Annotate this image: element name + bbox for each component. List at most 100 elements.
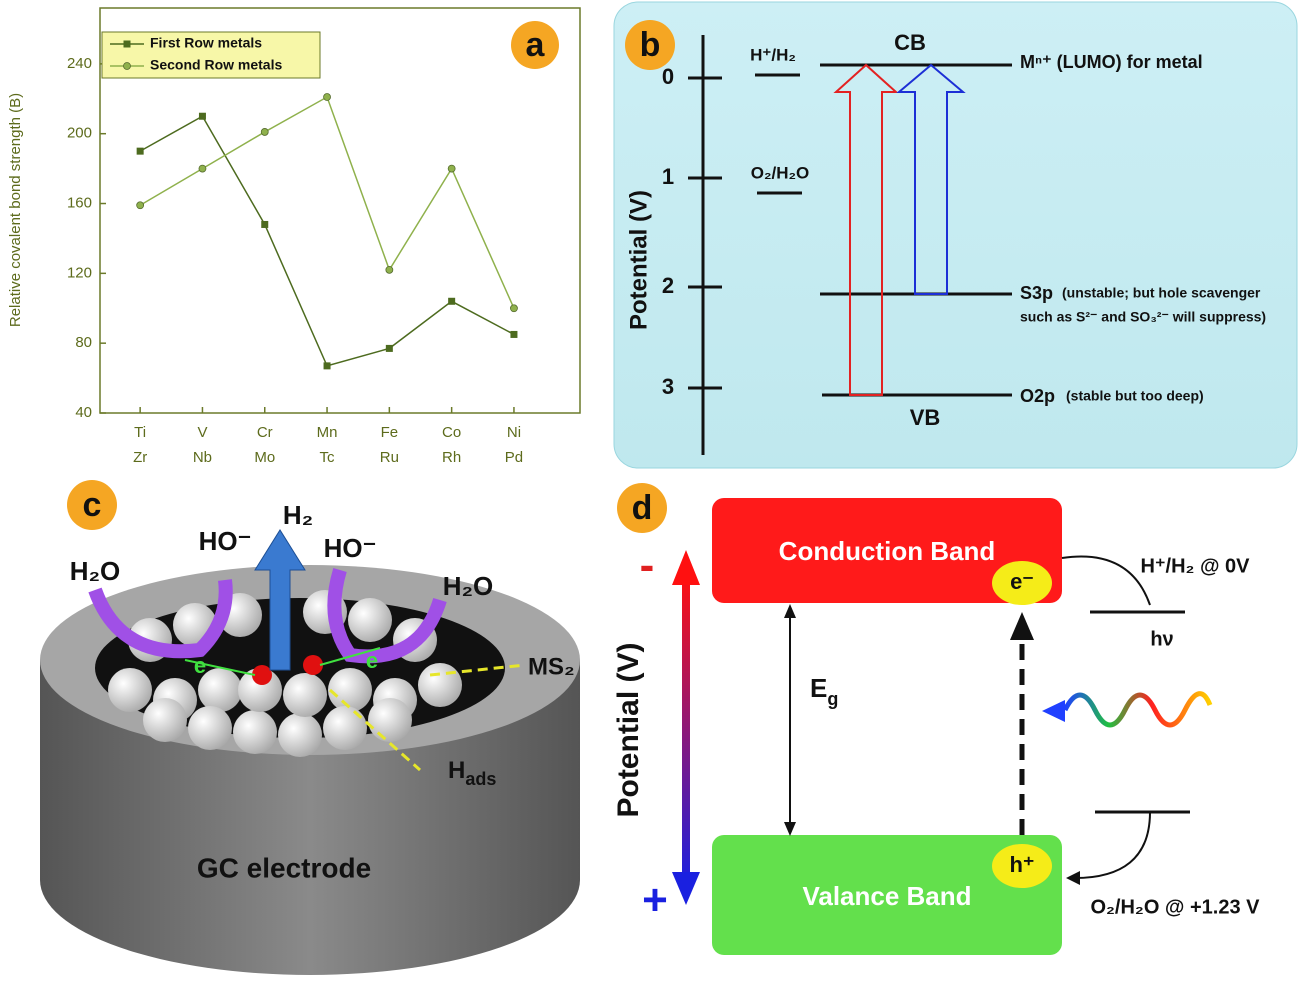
marker (136, 147, 144, 155)
x-tick-label: Mo (254, 449, 275, 466)
curve-arrow (1069, 811, 1151, 880)
marker (261, 220, 269, 228)
legend-label: First Row metals (150, 35, 262, 51)
legend-box (101, 31, 321, 79)
valence-band (712, 835, 1062, 955)
arrow-head (784, 822, 796, 836)
species-label: HO⁻ (324, 533, 377, 563)
conduction-band (712, 498, 1062, 603)
minus-sign: - (640, 541, 655, 590)
x-tick-label: Nb (193, 449, 212, 466)
x-tick-label: Co (442, 424, 461, 441)
marker (448, 297, 456, 305)
couple-label: O₂/H₂O (751, 163, 810, 182)
arrow-head (672, 872, 700, 905)
transition-arrow (833, 63, 899, 396)
y-tick-label: 200 (67, 125, 92, 142)
electron-label: e⁻ (1010, 569, 1034, 594)
level-note: (unstable; but hole scavenger (1062, 285, 1261, 301)
arrow-head (672, 550, 700, 585)
y-tick-label: 160 (67, 194, 92, 211)
marker (510, 304, 518, 313)
tick-label: 3 (662, 374, 674, 399)
marker (447, 164, 456, 173)
band-label: CB (894, 30, 926, 55)
panel-badge (67, 480, 117, 530)
y-tick-label: 120 (67, 264, 92, 281)
tick-label: 1 (662, 164, 674, 189)
panel-label: d (632, 489, 653, 527)
marker (136, 201, 145, 210)
photon-label: hν (1150, 628, 1173, 650)
x-tick-label: Ti (134, 424, 146, 441)
hads-label: Hads (448, 757, 496, 788)
gap-label: Eg (810, 673, 838, 709)
marker (198, 112, 206, 120)
electron (992, 561, 1052, 605)
x-tick-label: Pd (505, 449, 523, 466)
arrow-head (1010, 612, 1034, 640)
electron-path (184, 659, 256, 676)
band-label: Valance Band (802, 881, 971, 911)
species-label: H₂ (283, 500, 313, 530)
gap-base: E (810, 673, 827, 703)
y-axis-label: Relative covalent bond strength (B) (7, 93, 24, 327)
hads-base: H (448, 757, 465, 784)
panel-label: b (640, 26, 661, 64)
band-label: VB (910, 405, 941, 430)
couple-label: O₂/H₂O @ +1.23 V (1090, 896, 1260, 918)
pointer (329, 688, 421, 772)
potential-arrow (682, 575, 690, 885)
level-label: O2p (1020, 386, 1055, 406)
ms2-label: MS₂ (528, 653, 575, 680)
panel-label: a (526, 26, 546, 64)
y-tick-label: 80 (75, 334, 92, 351)
curve-arrow (1061, 555, 1151, 606)
x-tick-label: Ru (380, 449, 399, 466)
species-label: H₂O (70, 556, 121, 586)
x-tick-label: Rh (442, 449, 461, 466)
x-tick-label: Tc (320, 449, 336, 466)
x-tick-label: Mn (317, 424, 338, 441)
legend-label: Second Row metals (150, 57, 282, 73)
axis-label: Potential (V) (625, 190, 652, 330)
panel-label: c (83, 486, 102, 524)
x-tick-label: Cr (257, 424, 273, 441)
arrow-head (1066, 871, 1080, 885)
level-note: such as S²⁻ and SO₃²⁻ will suppress) (1020, 309, 1266, 325)
electron-label: e (194, 653, 206, 678)
series-line (139, 115, 515, 367)
level-label: S3p (1020, 283, 1053, 303)
marker (323, 362, 331, 370)
marker (323, 93, 331, 101)
arrow-head (784, 604, 796, 618)
level-label: Mⁿ⁺ (LUMO) for metal (1020, 52, 1203, 72)
h2-arrow (254, 529, 306, 671)
marker (510, 330, 518, 338)
series-line (139, 95, 515, 309)
band-label: Conduction Band (779, 536, 996, 566)
marker (198, 164, 207, 173)
electrode-label: GC electrode (197, 852, 371, 883)
hole-label: h⁺ (1009, 852, 1034, 877)
y-tick-label: 240 (67, 55, 92, 72)
y-tick-label: 40 (75, 404, 92, 421)
level-note: (stable but too deep) (1066, 388, 1204, 404)
couple-label: H⁺/H₂ (750, 45, 796, 64)
x-tick-label: Ni (507, 424, 521, 441)
panel-a: Relative covalent bond strength (B) a 40… (7, 7, 581, 466)
marker (385, 265, 394, 274)
axis-label: Potential (V) (612, 642, 645, 817)
hads-sub: ads (465, 769, 496, 789)
tick-label: 0 (662, 64, 674, 89)
tick-label: 2 (662, 273, 674, 298)
gap-sub: g (827, 689, 838, 709)
plot-frame (99, 7, 581, 414)
panel-d: d - + Potential (V) Conduction Band Vala… (612, 483, 1260, 955)
flow-arrow (327, 567, 447, 664)
species-label: H₂O (443, 571, 494, 601)
marker (385, 344, 393, 352)
marker (260, 128, 269, 136)
electron-path (319, 647, 381, 666)
